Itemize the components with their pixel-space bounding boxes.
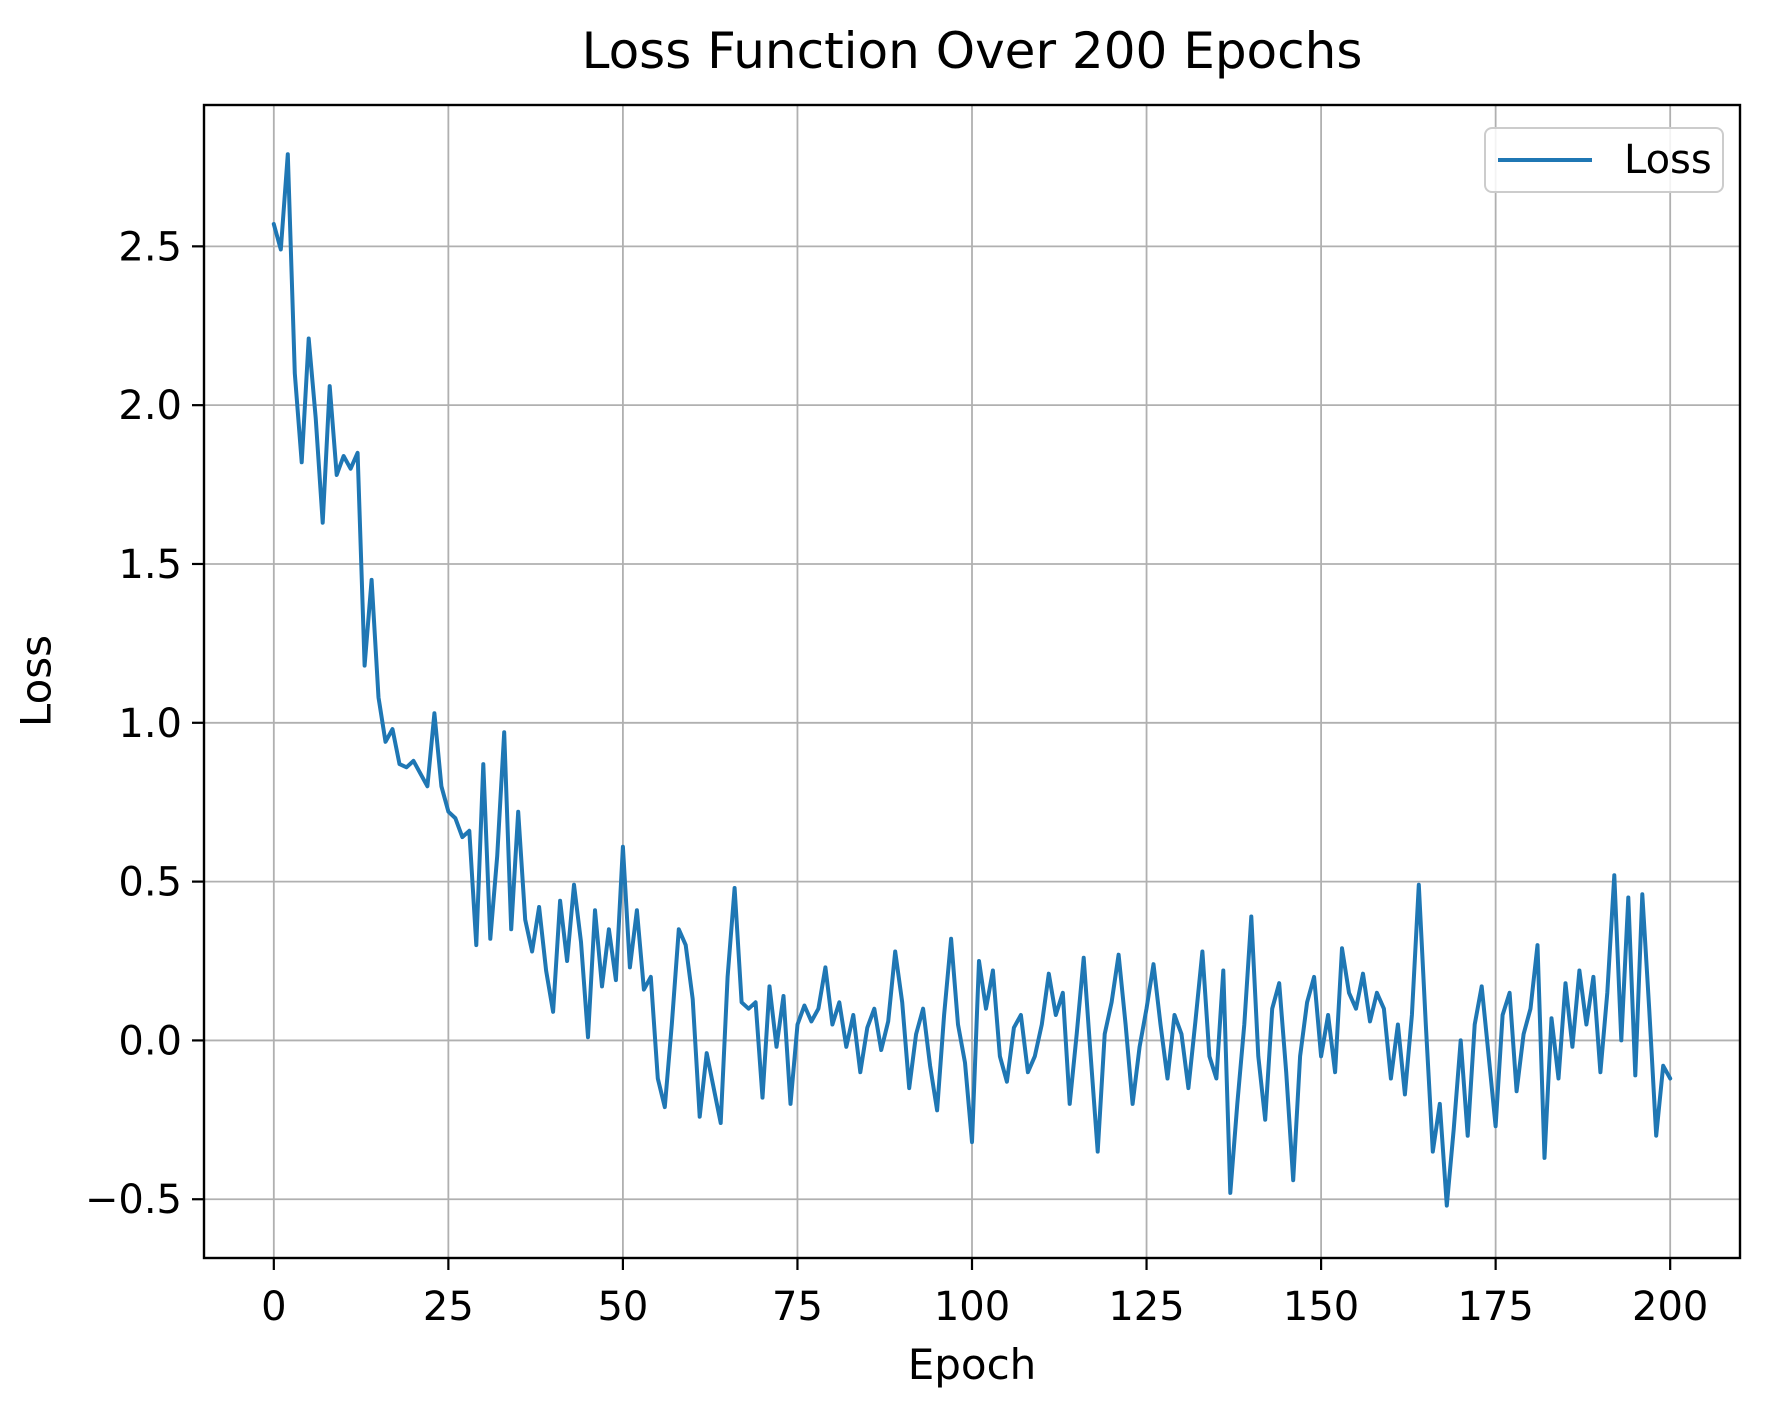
- x-tick-label: 200: [1632, 1284, 1708, 1330]
- legend-line-swatch: [1498, 158, 1592, 162]
- x-tick-label: 100: [934, 1284, 1010, 1330]
- y-axis-label: Loss: [11, 634, 61, 728]
- x-axis-label: Epoch: [907, 1340, 1037, 1389]
- x-tick-label: 125: [1108, 1284, 1184, 1330]
- chart-title: Loss Function Over 200 Epochs: [581, 22, 1363, 80]
- loss-series-line: [271, 152, 1673, 1208]
- y-tick-label: 1.0: [118, 701, 182, 747]
- legend-label: Loss: [1624, 137, 1712, 183]
- y-tick-label: 2.0: [118, 383, 182, 429]
- x-tick-label: 25: [423, 1284, 474, 1330]
- x-tick-label: 175: [1457, 1284, 1533, 1330]
- x-tick-label: 0: [261, 1284, 286, 1330]
- y-tick-label: 0.0: [118, 1018, 182, 1064]
- legend: Loss: [1484, 127, 1724, 193]
- x-tick-label: 150: [1283, 1284, 1359, 1330]
- x-tick-label: 50: [597, 1284, 648, 1330]
- y-tick-label: 0.5: [118, 860, 182, 906]
- x-tick-label: 75: [772, 1284, 823, 1330]
- y-tick-label: 2.5: [118, 224, 182, 270]
- y-tick-label: −0.5: [85, 1177, 182, 1223]
- y-tick-label: 1.5: [118, 542, 182, 588]
